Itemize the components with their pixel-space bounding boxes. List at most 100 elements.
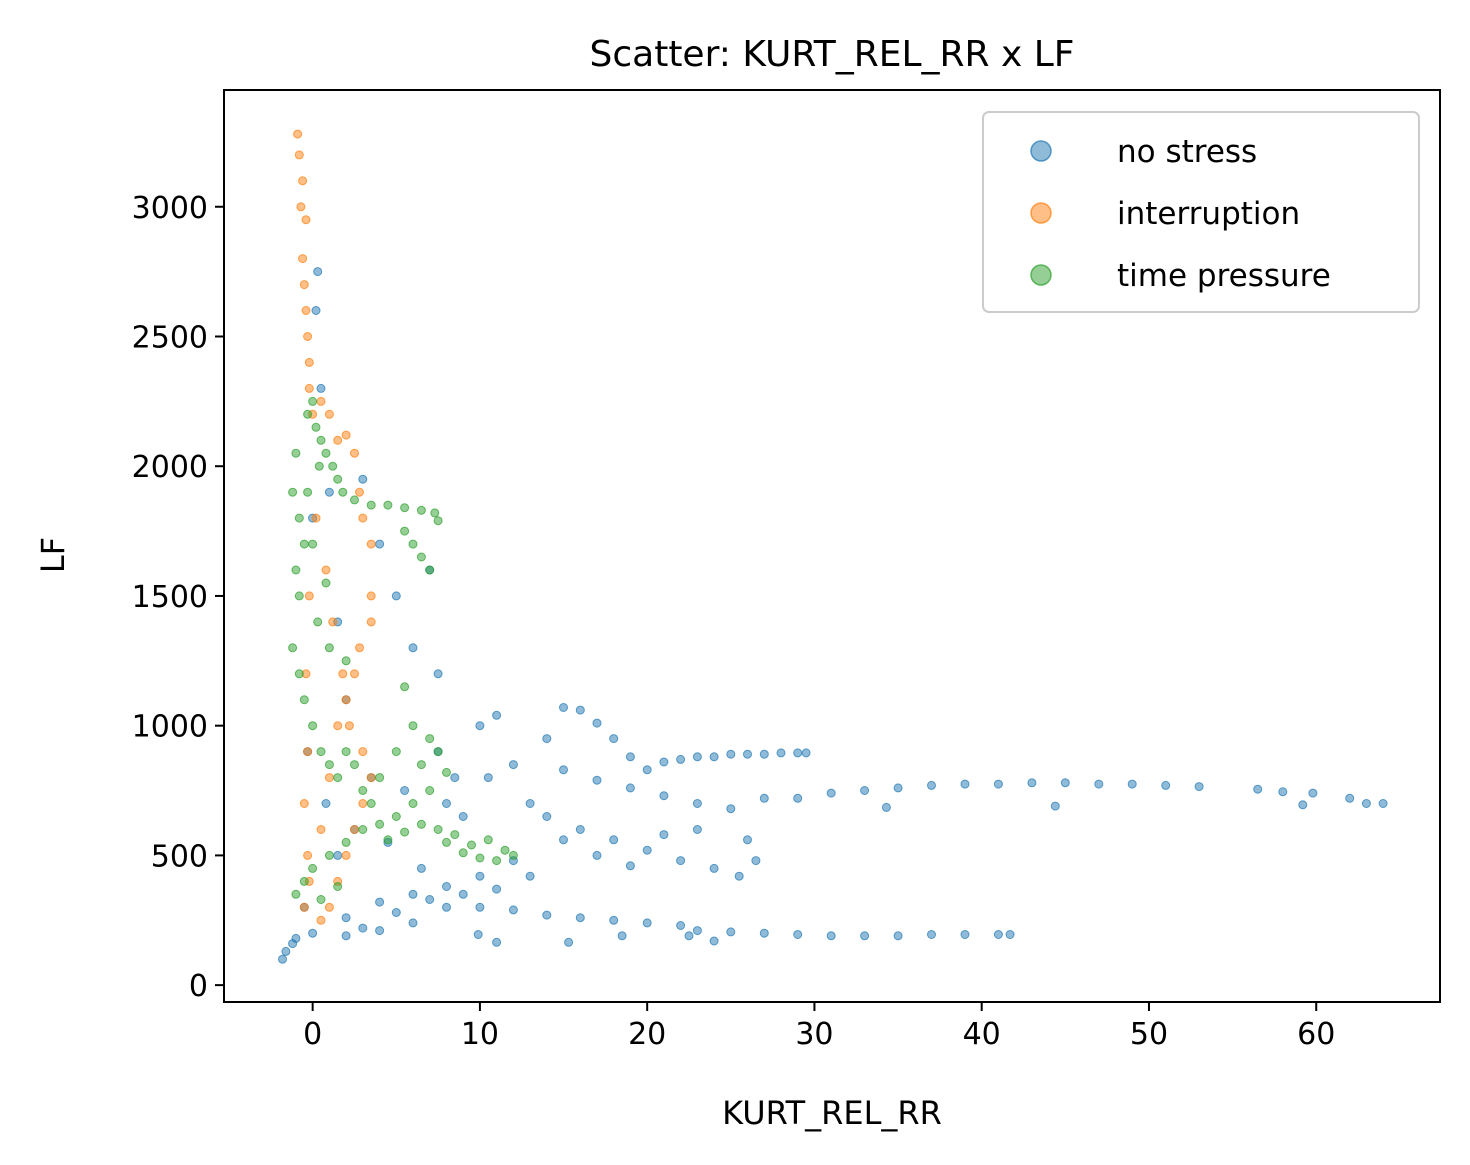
point-series1-99 [676, 921, 686, 930]
point-series1-94 [508, 905, 518, 915]
point-series3-45 [391, 812, 401, 821]
point-series2-40 [304, 591, 314, 601]
point-series3-68 [291, 565, 301, 575]
point-series3-72 [341, 656, 351, 666]
point-series3-64 [492, 856, 502, 866]
x-tick-label: 30 [795, 1017, 833, 1052]
point-series1-88 [375, 897, 385, 907]
y-tick-label: 3000 [132, 191, 208, 226]
point-series2-9 [303, 332, 313, 341]
point-series3-26 [299, 695, 309, 705]
point-series1-15 [391, 591, 401, 601]
point-series2-47 [316, 825, 326, 834]
point-series3-14 [366, 500, 376, 510]
point-series1-83 [625, 861, 635, 871]
point-series1-45 [592, 775, 602, 785]
point-series2-2 [294, 150, 304, 160]
point-series3-73 [308, 539, 318, 549]
legend: no stress interruption time pressure [982, 111, 1420, 313]
point-series1-49 [726, 804, 736, 814]
point-series2-33 [324, 902, 334, 912]
point-series1-52 [826, 788, 836, 798]
point-series3-24 [288, 643, 298, 653]
point-series1-82 [592, 850, 602, 860]
point-series3-57 [416, 819, 426, 829]
point-series2-45 [344, 721, 354, 731]
point-series1-46 [625, 783, 635, 793]
point-series1-7 [311, 306, 321, 315]
data-points [278, 129, 1388, 964]
point-series2-31 [341, 850, 351, 860]
point-series1-121 [408, 918, 418, 928]
point-series3-18 [430, 508, 440, 518]
point-series3-20 [408, 539, 418, 549]
point-series1-8 [313, 267, 323, 277]
point-series3-16 [400, 503, 410, 513]
point-series1-95 [542, 910, 552, 920]
point-series2-24 [350, 669, 359, 679]
y-tick-label: 2500 [132, 320, 208, 355]
point-series1-60 [1094, 779, 1104, 789]
point-series3-59 [450, 830, 460, 840]
point-series1-124 [492, 884, 502, 894]
point-series1-119 [341, 931, 351, 941]
x-tick-label: 60 [1297, 1017, 1335, 1052]
point-series1-81 [559, 835, 568, 845]
point-series1-90 [358, 923, 368, 933]
point-series2-43 [328, 617, 338, 627]
point-series2-1 [293, 129, 303, 139]
point-series3-3 [294, 513, 304, 523]
point-series1-86 [442, 882, 451, 891]
point-series1-14 [375, 539, 385, 549]
point-series2-16 [341, 430, 351, 440]
point-series3-75 [303, 487, 313, 497]
point-series1-127 [692, 825, 702, 834]
point-series1-111 [473, 930, 483, 939]
point-series2-5 [301, 215, 311, 225]
point-series1-92 [442, 902, 451, 912]
point-series2-22 [366, 617, 376, 627]
point-series3-21 [425, 565, 435, 575]
y-tick-label: 500 [151, 839, 208, 874]
chart-title: Scatter: KURT_REL_RR x LF [590, 34, 1075, 75]
point-series1-108 [960, 930, 970, 939]
point-series3-61 [483, 835, 493, 845]
y-tick-label: 2000 [132, 450, 208, 485]
point-series1-21 [458, 812, 468, 821]
point-series1-89 [341, 913, 351, 923]
point-series1-36 [692, 752, 702, 762]
point-series1-96 [575, 913, 585, 923]
point-series3-47 [358, 825, 368, 834]
point-series1-68 [1361, 799, 1371, 808]
point-series1-135 [400, 786, 410, 795]
point-series2-10 [304, 357, 314, 367]
point-series3-74 [321, 578, 331, 588]
point-series1-29 [575, 705, 585, 715]
point-series3-49 [324, 850, 334, 860]
point-series1-110 [1005, 930, 1015, 939]
point-series3-41 [433, 747, 443, 757]
point-series3-38 [408, 721, 418, 731]
point-series1-114 [617, 931, 627, 941]
point-series1-47 [659, 791, 669, 801]
point-series1-51 [793, 793, 803, 803]
point-series1-136 [450, 773, 460, 783]
point-series1-78 [709, 863, 719, 873]
y-tick-label: 0 [189, 969, 208, 1004]
point-series3-6 [308, 396, 318, 406]
point-series1-132 [321, 799, 331, 808]
point-series1-10 [324, 487, 334, 497]
point-series1-73 [542, 812, 552, 821]
point-series1-66 [1308, 788, 1318, 798]
point-series3-12 [338, 487, 348, 497]
point-series1-33 [642, 765, 652, 775]
point-series3-39 [416, 760, 426, 770]
point-series1-93 [475, 902, 485, 912]
point-series1-1 [278, 954, 287, 964]
point-series3-36 [391, 747, 401, 757]
point-series3-27 [308, 721, 318, 731]
point-series2-38 [303, 747, 313, 757]
point-series1-31 [609, 734, 619, 744]
point-series3-7 [311, 422, 321, 432]
point-series1-77 [676, 856, 686, 866]
